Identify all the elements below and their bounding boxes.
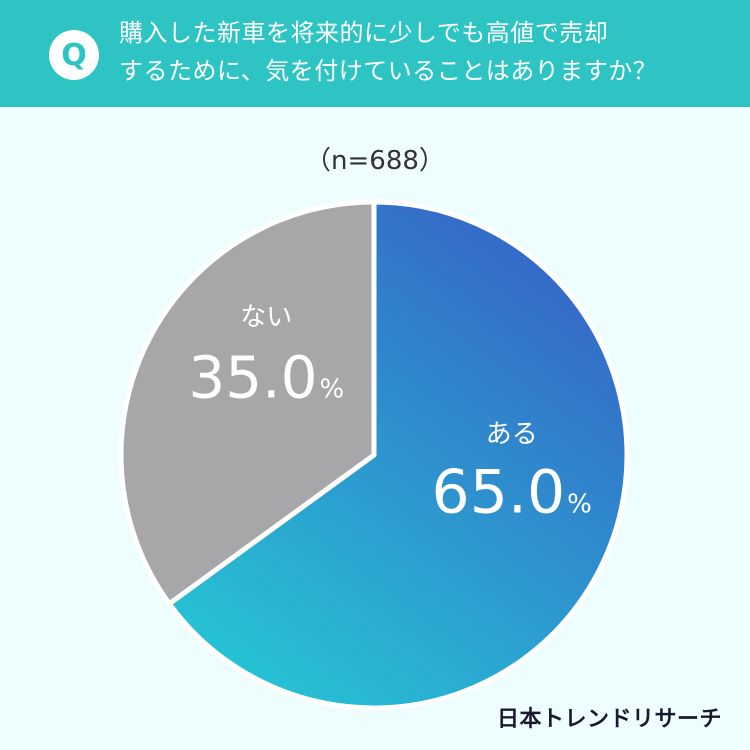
pie-slice-no (118, 199, 377, 607)
pie-slice-yes (166, 199, 630, 711)
question-line-2: するために、気を付けていることはありますか？ (119, 57, 658, 85)
question-text: 購入した新車を将来的に少しでも高値で売却 するために、気を付けていることはありま… (119, 14, 719, 90)
slice-value-label: 35.0% (188, 344, 344, 412)
slice-value-label: 65.0% (432, 457, 592, 527)
question-line-1: 購入した新車を将来的に少しでも高値で売却 (119, 19, 609, 47)
slice-category-label: ない (240, 303, 292, 333)
sample-size: （n=688） (305, 146, 445, 176)
slice-category-label: ある (486, 419, 538, 449)
question-badge: Q (49, 30, 99, 80)
brand-logo: 日本トレンドリサーチ (496, 707, 722, 732)
question-header: Q 購入した新車を将来的に少しでも高値で売却 するために、気を付けていることはあ… (0, 0, 750, 107)
